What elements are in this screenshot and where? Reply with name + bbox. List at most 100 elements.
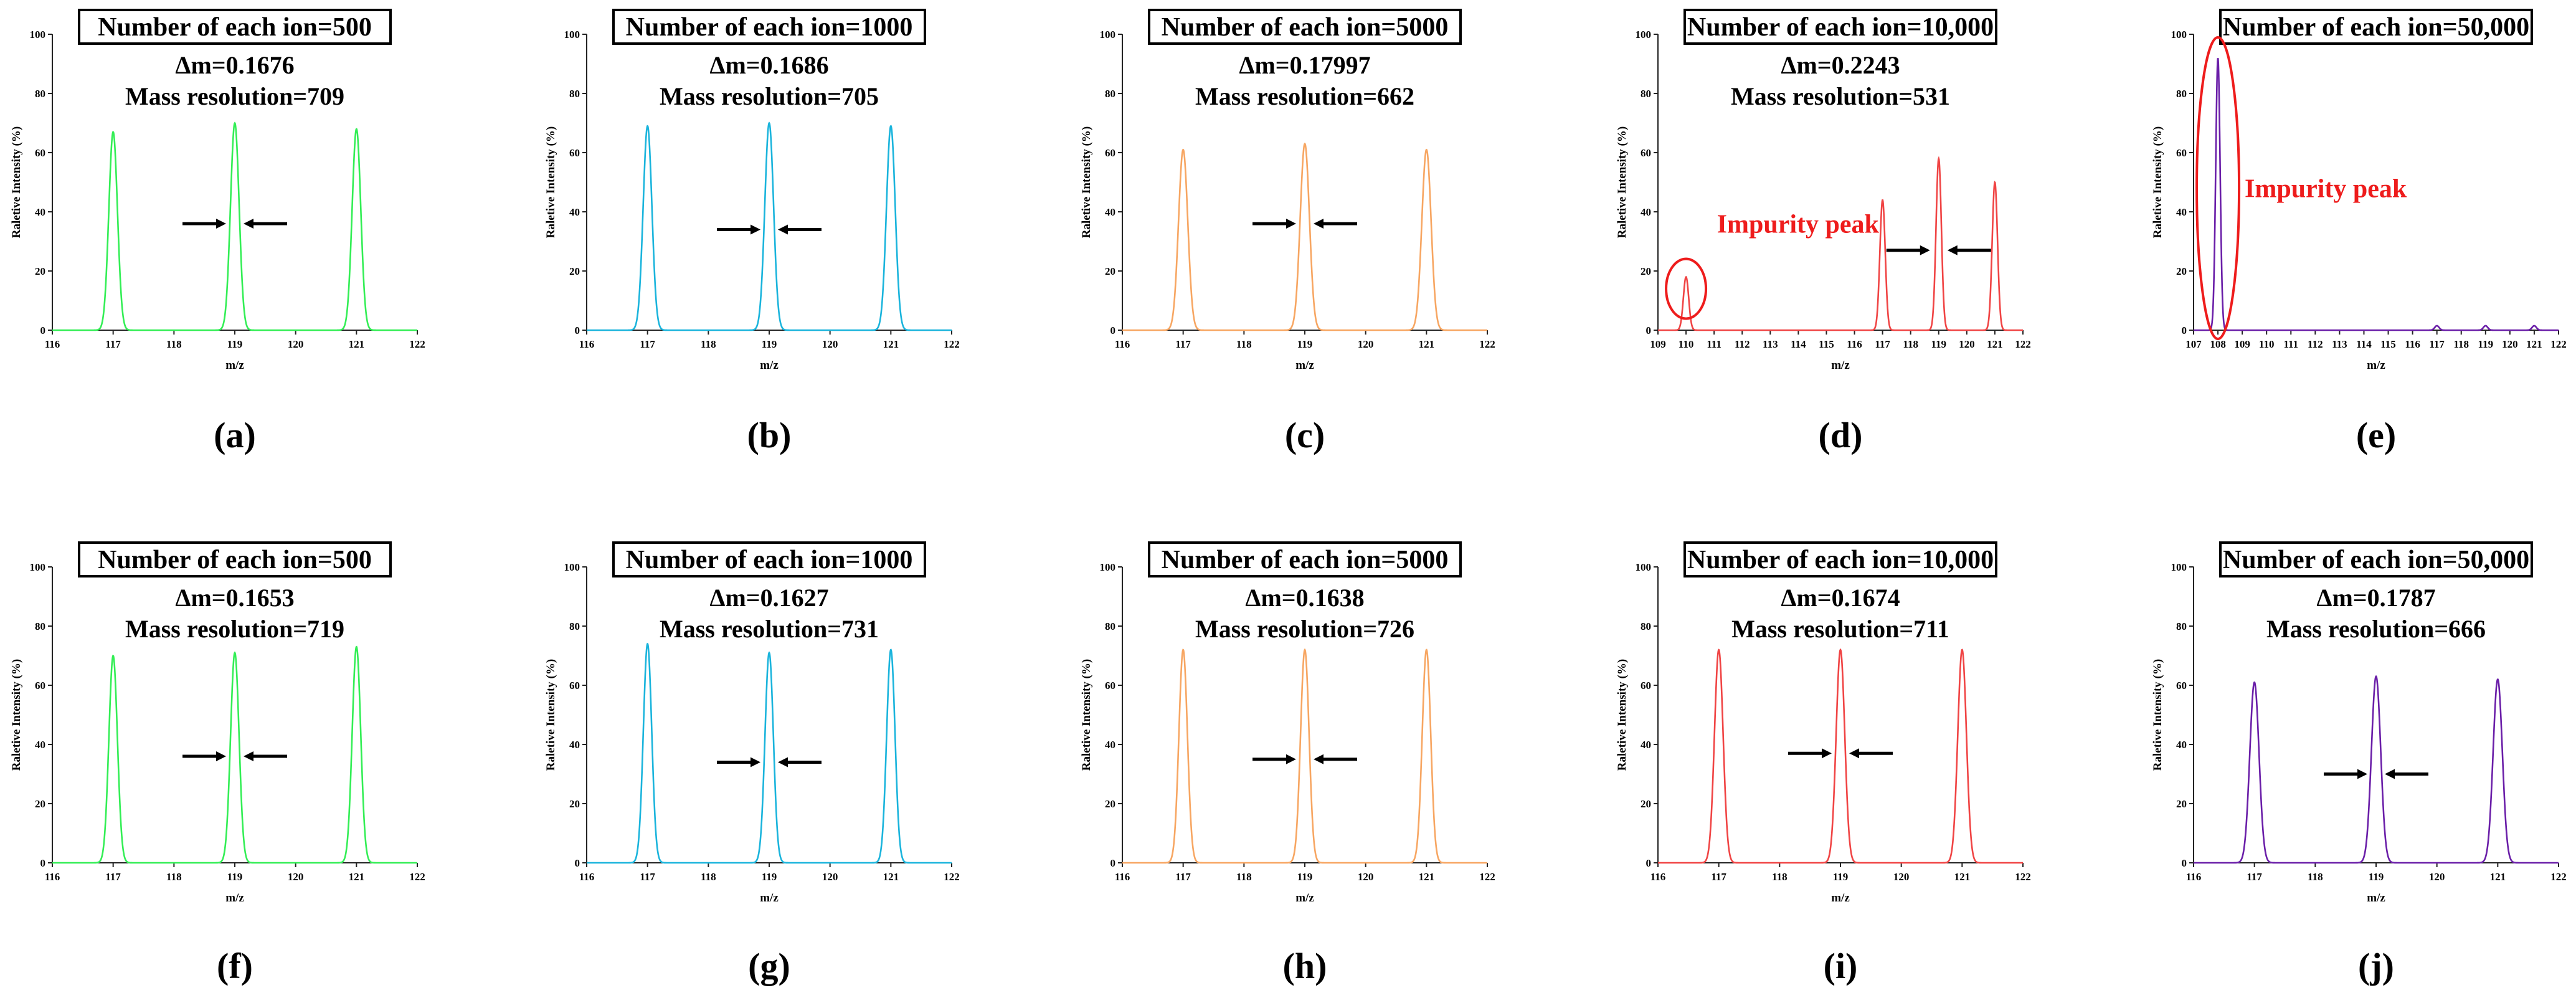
chart-panel-a: 0 20 40 60 80 100 116 117 118 119 120 121 122 m/z Rale…	[10, 9, 425, 455]
x-tick-label: 122	[2015, 871, 2031, 883]
x-tick-label: 119	[762, 871, 777, 883]
x-tick-label: 115	[1819, 338, 1834, 350]
x-tick-label: 118	[1772, 871, 1788, 883]
y-tick-label: 60	[35, 680, 45, 691]
y-axis-label: Raletive Intensity (%)	[2151, 659, 2164, 771]
y-axis-label: Raletive Intensity (%)	[544, 126, 557, 238]
y-tick-label: 0	[1110, 857, 1116, 869]
y-tick-label: 80	[569, 88, 580, 100]
y-tick-label: 100	[30, 561, 46, 573]
right-arrow-head	[1849, 748, 1859, 759]
x-tick-label: 114	[1791, 338, 1806, 350]
y-tick-label: 40	[2176, 739, 2187, 751]
title-box	[1683, 541, 1997, 577]
x-axis-label: m/z	[225, 359, 244, 372]
x-tick-label: 122	[2015, 338, 2031, 350]
y-tick-label: 100	[30, 29, 46, 40]
x-tick-label: 118	[701, 871, 716, 883]
title-box	[1148, 9, 1462, 45]
x-tick-label: 116	[45, 871, 60, 883]
x-tick-label: 116	[1650, 871, 1666, 883]
spectrum-line	[1122, 648, 1487, 864]
y-axis-label: Raletive Intensity (%)	[1080, 126, 1093, 238]
spectrum-line	[587, 642, 952, 864]
x-tick-label: 119	[227, 871, 243, 883]
chart-panel-i: 0 20 40 60 80 100 116 117 118 119 120 121 122 m/z Rale…	[1616, 541, 2031, 986]
delta-m-text: Δm=0.1627	[709, 584, 828, 612]
chart-panel-g: 0 20 40 60 80 100 116 117 118 119 120 121 122 m/z Rale…	[544, 541, 960, 986]
x-tick-label: 116	[579, 338, 595, 350]
y-tick-label: 80	[1641, 620, 1651, 632]
x-tick-label: 107	[2185, 338, 2202, 350]
title-box	[2219, 541, 2533, 577]
title-box	[78, 9, 392, 45]
y-tick-label: 80	[1105, 88, 1115, 100]
x-tick-label: 118	[1236, 871, 1252, 883]
x-tick-label: 121	[1419, 871, 1435, 883]
chart-panel-j: 0 20 40 60 80 100 116 117 118 119 120 121 122 m/z Rale…	[2151, 541, 2567, 986]
x-tick-label: 116	[579, 871, 595, 883]
x-tick-label: 109	[2234, 338, 2250, 350]
x-tick-label: 120	[1893, 871, 1910, 883]
left-arrow-head	[1920, 245, 1930, 255]
x-tick-label: 121	[349, 338, 365, 350]
x-tick-label: 121	[1419, 338, 1435, 350]
right-arrow-head	[244, 751, 253, 761]
impurity-ellipse	[2195, 36, 2241, 340]
x-tick-label: 119	[1297, 871, 1313, 883]
y-tick-label: 80	[569, 620, 580, 632]
x-axis-label: m/z	[225, 891, 244, 905]
x-axis-label: m/z	[1295, 891, 1314, 905]
x-tick-label: 120	[288, 871, 304, 883]
x-tick-label: 122	[409, 871, 425, 883]
y-tick-label: 0	[40, 325, 46, 336]
title-box	[2219, 9, 2533, 45]
x-tick-label: 120	[822, 871, 838, 883]
y-tick-label: 40	[2176, 206, 2187, 218]
y-tick-label: 20	[569, 265, 580, 277]
x-tick-label: 122	[944, 871, 960, 883]
x-tick-label: 118	[1236, 338, 1252, 350]
x-tick-label: 113	[2332, 338, 2347, 350]
x-tick-label: 117	[2247, 871, 2262, 883]
x-tick-label: 116	[1115, 338, 1130, 350]
delta-m-text: Δm=0.1674	[1781, 584, 1900, 612]
y-tick-label: 0	[575, 325, 580, 336]
x-tick-label: 117	[640, 871, 655, 883]
right-arrow-head	[244, 219, 253, 229]
x-tick-label: 117	[640, 338, 655, 350]
y-tick-label: 0	[40, 857, 46, 869]
left-arrow-head	[216, 219, 226, 229]
panel-label: (d)	[1819, 415, 1863, 455]
panel-label: (h)	[1283, 946, 1327, 986]
y-axis-label: Raletive Intensity (%)	[544, 659, 557, 771]
y-tick-label: 0	[1646, 325, 1652, 336]
x-tick-label: 117	[105, 338, 121, 350]
x-tick-label: 114	[2356, 338, 2372, 350]
x-tick-label: 121	[349, 871, 365, 883]
x-axis-label: m/z	[1295, 359, 1314, 372]
title-box	[1683, 9, 1997, 45]
y-tick-label: 20	[1641, 798, 1651, 810]
y-tick-label: 60	[1641, 147, 1651, 159]
y-tick-label: 0	[2182, 857, 2187, 869]
x-tick-label: 119	[2369, 871, 2384, 883]
panel-label: (f)	[217, 946, 253, 986]
delta-m-text: Δm=0.1686	[709, 51, 828, 79]
left-arrow-head	[216, 751, 226, 761]
right-arrow-head	[1314, 754, 1324, 764]
y-tick-label: 60	[569, 147, 580, 159]
mass-resolution-text: Mass resolution=726	[1195, 615, 1414, 643]
x-tick-label: 118	[166, 871, 182, 883]
spectrum-line	[1658, 648, 2023, 864]
left-arrow-head	[2357, 769, 2367, 779]
panel-label: (i)	[1824, 946, 1858, 986]
x-tick-label: 115	[2380, 338, 2396, 350]
impurity-label: Impurity peak	[2245, 174, 2407, 203]
left-arrow-head	[751, 224, 760, 235]
x-tick-label: 121	[1987, 338, 2003, 350]
delta-m-text: Δm=0.2243	[1781, 51, 1900, 79]
y-tick-label: 20	[2176, 265, 2187, 277]
y-tick-label: 60	[2176, 680, 2187, 691]
